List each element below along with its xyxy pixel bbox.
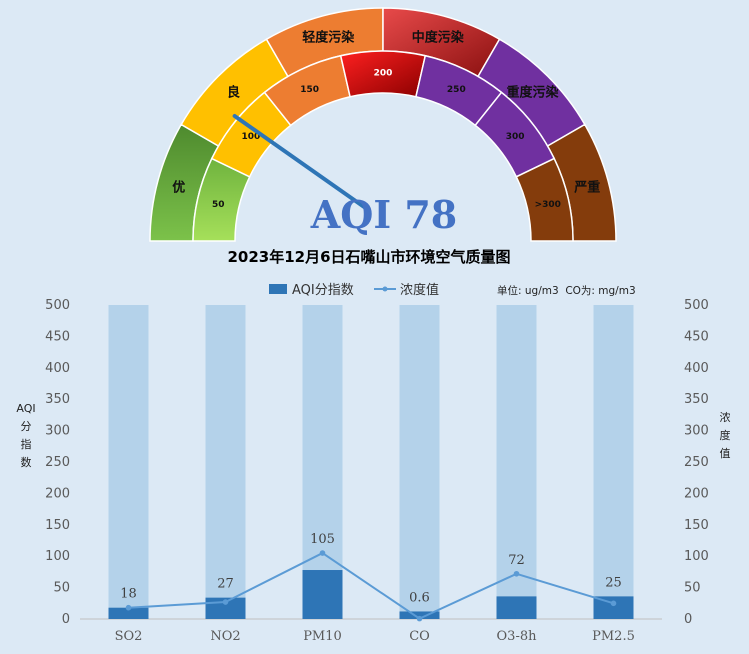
y-tick-label: 200	[45, 486, 70, 501]
unit-note: 单位: ug/m3 CO为: mg/m3	[497, 284, 636, 297]
concentration-point	[610, 600, 617, 607]
gauge-band-label: 严重	[573, 179, 600, 195]
y2-tick-label: 0	[684, 612, 692, 627]
gauge-tick-label: 100	[241, 132, 260, 142]
data-label: 25	[605, 575, 622, 590]
y-tick-label: 50	[53, 581, 70, 596]
concentration-point	[125, 604, 132, 611]
y-tick-label: 350	[45, 392, 70, 407]
concentration-point	[319, 550, 326, 556]
category-label: O3-8h	[497, 629, 538, 644]
concentration-line	[128, 551, 614, 620]
y2-tick-label: 250	[684, 455, 709, 470]
axis-title-char: 度	[720, 428, 731, 442]
gauge-tick-label: 50	[212, 200, 225, 210]
aqi-bar	[399, 611, 440, 619]
y-tick-label: 500	[45, 298, 70, 313]
data-label: 0.6	[409, 590, 430, 605]
y2-tick-label: 50	[684, 581, 701, 596]
data-label: 27	[217, 577, 234, 592]
aqi-bar	[593, 596, 634, 619]
y2-tick-label: 400	[684, 361, 709, 376]
concentration-point	[513, 570, 520, 577]
y2-tick-label: 200	[684, 486, 709, 501]
gauge-tick-label: 300	[506, 132, 525, 142]
y2-tick-label: 450	[684, 329, 709, 344]
legend-line-label: 浓度值	[400, 282, 439, 298]
concentration-point	[416, 615, 423, 622]
gauge-tick-label: 250	[447, 85, 466, 95]
category-label: CO	[409, 629, 430, 644]
background-bar	[302, 305, 343, 619]
y-tick-label: 300	[45, 424, 70, 439]
data-label: 18	[120, 587, 137, 602]
axis-title-char: 数	[21, 456, 32, 469]
plot-area: 0 0 50 50 100 100 150 150 200 200 250 250 300 300 350 3…	[45, 298, 709, 644]
axis-title-char: 值	[720, 447, 731, 460]
gauge-band-label: 中度污染	[412, 30, 465, 46]
legend-bar-swatch	[269, 284, 287, 294]
y2-tick-label: 150	[684, 518, 709, 533]
y2-axis-title: 浓度值	[720, 411, 731, 460]
category-label: PM10	[303, 629, 342, 644]
axis-title-char: 指	[21, 437, 32, 451]
gauge-tick-sector	[515, 157, 574, 242]
gauge-needle	[232, 114, 369, 211]
background-bar	[593, 305, 634, 619]
axis-title-char: 分	[21, 420, 32, 433]
y2-tick-label: 300	[684, 424, 709, 439]
legend: AQI分指数 浓度值	[269, 282, 439, 298]
y-tick-label: 400	[45, 361, 70, 376]
background-bar	[496, 305, 537, 619]
y-tick-label: 450	[45, 329, 70, 344]
concentration-point	[222, 599, 229, 605]
gauge-band-label: 轻度污染	[302, 30, 355, 46]
y2-tick-label: 350	[684, 392, 709, 407]
category-label: PM2.5	[592, 629, 635, 644]
axis-title-char: 浓	[720, 411, 731, 424]
y-tick-label: 100	[45, 549, 70, 564]
data-label: 105	[310, 532, 335, 547]
y-tick-label: 150	[45, 518, 70, 533]
y2-tick-label: 100	[684, 549, 709, 564]
aqi-bar	[496, 596, 537, 619]
gauge-band-label: 优	[172, 179, 185, 195]
gauge-tick-label: 150	[300, 85, 319, 95]
gauge-aqi-label: AQI 78	[310, 192, 457, 237]
y2-tick-label: 500	[684, 298, 709, 313]
gauge-tick-label: 200	[374, 69, 393, 79]
y-tick-label: 250	[45, 455, 70, 470]
background-bar	[205, 305, 246, 619]
category-label: NO2	[210, 629, 240, 644]
aqi-bar	[302, 570, 343, 619]
gauge-band-label: 良	[227, 84, 240, 100]
background-bar	[399, 305, 440, 619]
chart-title: 2023年12月6日石嘴山市环境空气质量图	[227, 248, 510, 266]
axis-title-char: AQI	[16, 402, 35, 415]
aqi-bar	[108, 607, 149, 619]
gauge-tick-label: >300	[535, 200, 561, 210]
legend-line-marker	[382, 286, 388, 292]
legend-bar-label: AQI分指数	[292, 283, 354, 298]
y-axis-title: AQI 分指数	[16, 402, 35, 469]
gauge-band-label: 重度污染	[507, 84, 560, 100]
y-tick-label: 0	[62, 612, 70, 627]
data-label: 72	[508, 553, 525, 568]
background-bar	[108, 305, 149, 619]
category-label: SO2	[115, 629, 143, 644]
